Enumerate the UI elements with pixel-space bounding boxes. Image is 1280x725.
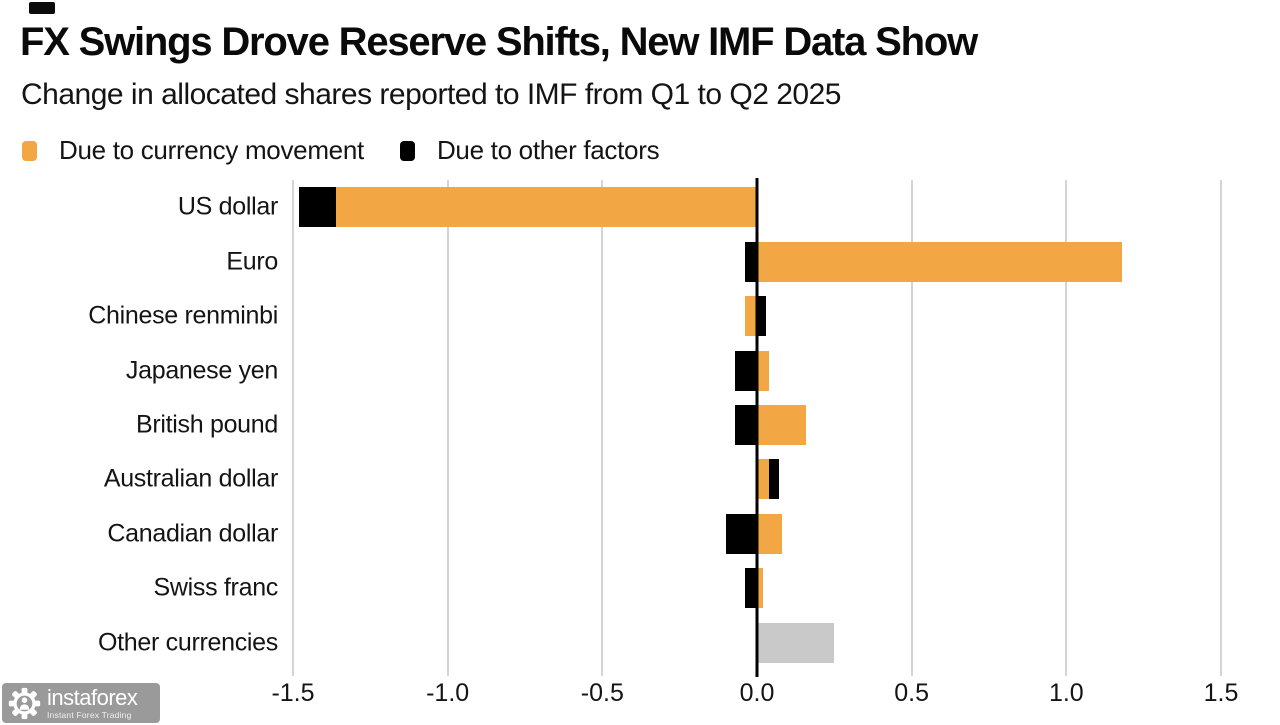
bar-segment: [735, 405, 757, 445]
chart-subtitle: Change in allocated shares reported to I…: [21, 78, 841, 111]
x-tick-label: 0.0: [739, 679, 775, 707]
legend-item-currency-movement: Due to currency movement: [22, 135, 364, 166]
x-tick-label: 1.0: [1048, 679, 1084, 707]
watermark-tagline: Instant Forex Trading: [47, 709, 132, 720]
gridline: [292, 180, 294, 676]
bar-segment: [757, 350, 770, 391]
bar-segment: [757, 513, 782, 554]
category-label: Canadian dollar: [107, 519, 278, 548]
instaforex-watermark: instaforex Instant Forex Trading: [2, 683, 160, 723]
x-tick-label: -1.5: [271, 679, 315, 707]
gridline: [601, 180, 604, 676]
x-tick-label: -1.0: [426, 679, 470, 707]
bar-segment: [336, 187, 757, 228]
chart-title: FX Swings Drove Reserve Shifts, New IMF …: [20, 20, 978, 64]
bar-segment: [757, 459, 770, 500]
watermark-name: instaforex: [47, 684, 138, 710]
x-axis-labels: -1.5 -1.0 -0.5 0.0 0.5 1.0 1.5: [271, 679, 1238, 709]
gridline: [1065, 180, 1068, 676]
bar-segment: [757, 568, 764, 609]
category-label: Swiss franc: [153, 573, 278, 602]
bar-segment: [726, 513, 757, 554]
gridline: [1220, 180, 1222, 676]
category-label: Chinese renminbi: [88, 301, 278, 330]
zero-baseline: [755, 178, 759, 677]
category-label: Euro: [226, 247, 278, 276]
watermark-text: instaforex Instant Forex Trading: [47, 684, 138, 720]
category-label: British pound: [135, 410, 278, 439]
bar-segment: [744, 296, 757, 337]
bar-segment: [757, 622, 835, 663]
plot-area: -1.5 -1.0 -0.5 0.0 0.5 1.0 1.5: [271, 178, 1238, 707]
crop-artifact-mark: [29, 2, 55, 14]
legend-swatch-orange: [22, 140, 37, 161]
bar-segment: [757, 296, 767, 337]
chart-legend: Due to currency movement Due to other fa…: [22, 135, 660, 166]
y-axis-labels: US dollar Euro Chinese renminbi Japanese ye…: [0, 180, 278, 670]
category-label: Japanese yen: [125, 356, 278, 385]
gridline: [446, 180, 449, 676]
x-tick-label: -0.5: [580, 679, 624, 707]
bar-segment: [299, 187, 337, 228]
category-label: US dollar: [177, 192, 278, 221]
category-label: Other currencies: [98, 628, 278, 657]
legend-label: Due to other factors: [436, 135, 660, 165]
gridline: [910, 180, 913, 676]
x-tick-label: 0.5: [894, 679, 930, 707]
legend-item-other-factors: Due to other factors: [399, 135, 660, 166]
bar-segment: [757, 241, 1122, 282]
legend-label: Due to currency movement: [59, 135, 364, 165]
legend-swatch-black: [399, 140, 415, 161]
bar-segment: [744, 241, 757, 282]
category-label: Australian dollar: [103, 464, 278, 493]
bar-segment: [769, 459, 779, 500]
bar-segment: [744, 568, 757, 609]
bar-segment: [757, 405, 807, 445]
bar-segment: [735, 350, 757, 391]
gear-icon: [8, 687, 41, 719]
x-tick-label: 1.5: [1203, 679, 1239, 707]
